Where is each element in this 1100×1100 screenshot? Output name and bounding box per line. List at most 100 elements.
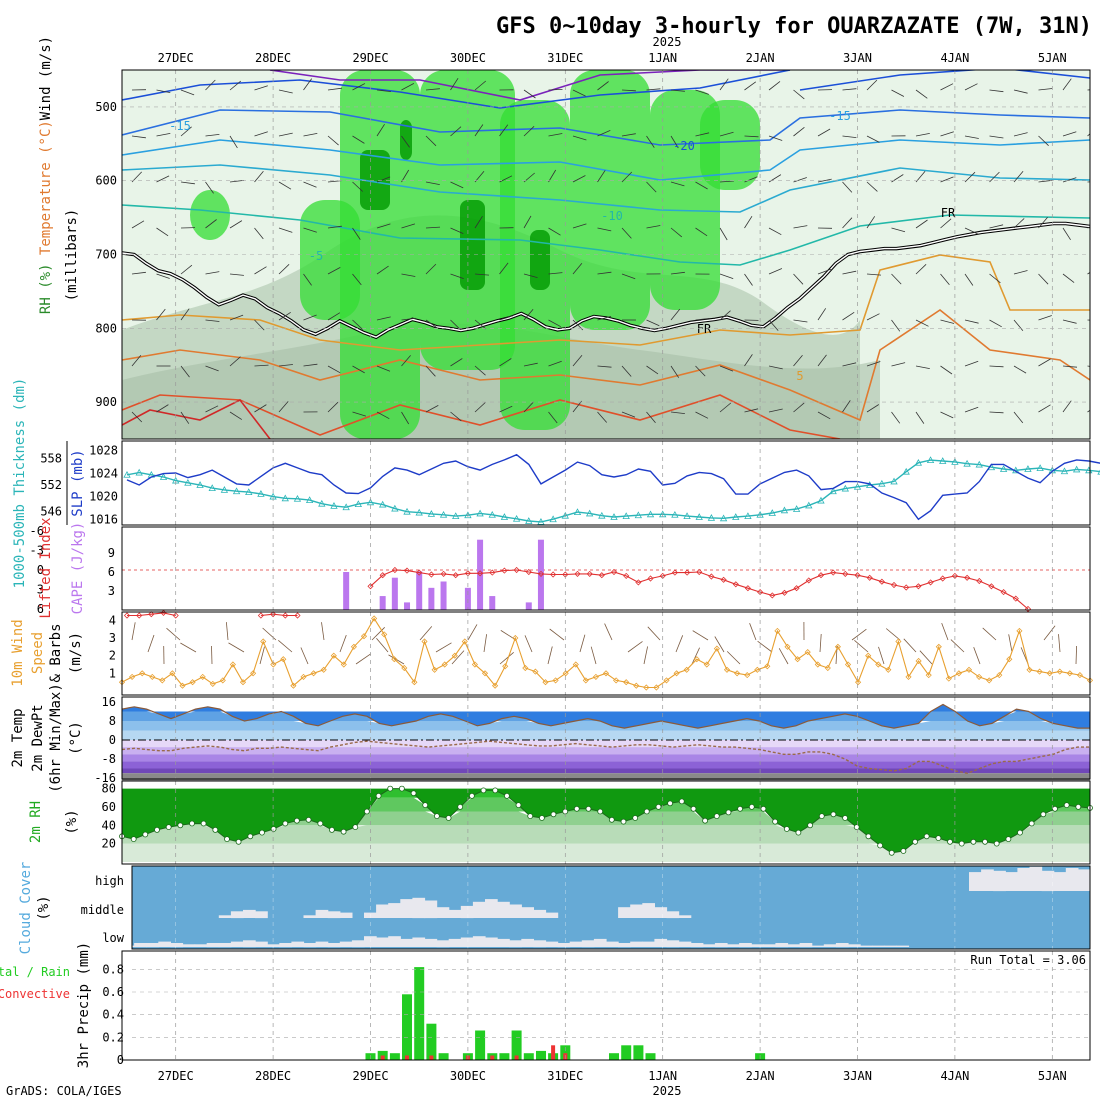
wind-barb <box>793 89 805 100</box>
lifted-index-line <box>370 569 1029 610</box>
thickness-marker <box>293 494 302 502</box>
wind-barb <box>205 271 220 275</box>
temperature-contour <box>122 109 1090 146</box>
wind-barb <box>891 227 906 233</box>
wind10-marker <box>663 677 670 684</box>
cloud-level-label: middle <box>81 903 124 917</box>
wind-barb <box>523 215 532 229</box>
lifted-index-marker <box>915 583 922 590</box>
wind10-barb <box>211 645 213 665</box>
cloud-block-middle <box>472 901 486 918</box>
precip-tick-label: 0 <box>117 1053 124 1067</box>
panel-frames <box>66 69 1091 1061</box>
wind10-barb <box>467 624 478 641</box>
rh2m-marker <box>795 829 802 836</box>
rh-moist-region <box>300 200 360 320</box>
rh-saturated-region <box>400 120 412 160</box>
run-total-label: Run Total = 3.06 <box>970 953 1086 967</box>
cloud-block-middle <box>327 911 341 919</box>
wind-barb <box>352 411 367 417</box>
wind10-marker <box>653 684 660 691</box>
precip-total-bar <box>645 1053 656 1060</box>
wind10-marker <box>229 661 236 668</box>
wind10-marker <box>219 677 226 684</box>
wind-barb <box>450 77 459 91</box>
thickness-marker <box>939 457 947 464</box>
wind10-marker <box>844 661 852 668</box>
wind-barb <box>646 88 661 91</box>
wind-barb <box>817 178 832 183</box>
rh2m-marker <box>678 798 685 805</box>
wind-barb <box>572 89 586 97</box>
wind10-marker <box>592 673 599 680</box>
wind-barb <box>670 89 685 92</box>
precip-convective-bar <box>490 1055 495 1060</box>
date-label-bottom: 1JAN <box>648 1069 677 1083</box>
cloud-block-low <box>472 936 486 947</box>
temperature-contour <box>799 70 1090 91</box>
wind-barb <box>597 316 612 321</box>
wind-barb <box>817 411 831 420</box>
rh2m-marker <box>282 820 289 827</box>
rh2m-marker <box>154 827 160 833</box>
wind-barb <box>695 411 709 419</box>
wind-barb <box>156 175 170 183</box>
wind10-barb <box>714 636 725 653</box>
rh2m-marker <box>1040 811 1047 818</box>
wind-barb <box>1038 88 1053 91</box>
wind-barb <box>940 273 950 286</box>
wind-barb <box>523 126 535 137</box>
rh2m-marker <box>807 822 813 829</box>
wind10-barb <box>647 626 661 641</box>
wind-barb <box>229 80 242 91</box>
wind10-marker <box>834 643 841 650</box>
lifted-index-marker <box>379 572 386 579</box>
rh2m-marker <box>865 833 872 840</box>
wind-barb <box>866 361 881 367</box>
wind-barb <box>131 220 145 229</box>
thickness-marker <box>1060 467 1069 475</box>
lifted-index-marker <box>744 585 751 592</box>
wind-barb <box>180 365 190 378</box>
wind10-marker <box>734 670 741 677</box>
wind10-barb <box>166 627 181 641</box>
rh2m-marker <box>539 815 545 821</box>
wind-barb <box>376 176 391 183</box>
contour-label: -20 <box>673 139 695 153</box>
wind-barb <box>327 225 342 229</box>
cape-bar <box>428 587 435 610</box>
wind-barb <box>401 169 410 183</box>
cloud-block-low <box>509 940 522 948</box>
rh2m-marker <box>317 820 324 827</box>
wind10-tick-label: 3 <box>109 631 116 645</box>
wind-barb <box>621 89 637 92</box>
chart-title: GFS 0~10day 3-hourly for OUARZAZATE (7W,… <box>496 14 1092 39</box>
rh2m-tick-label: 80 <box>102 782 116 796</box>
cloud-block-high <box>1065 868 1079 891</box>
cloud-block-middle <box>436 907 450 918</box>
temperature-contour-warm <box>122 398 271 439</box>
thickness-marker <box>245 488 253 496</box>
wind-barb <box>621 133 636 137</box>
wind10-marker <box>562 670 569 677</box>
year-label-top: 2025 <box>653 35 682 49</box>
wind-barb <box>254 266 267 275</box>
wind-barb <box>327 135 339 146</box>
wind-barb <box>1062 177 1077 183</box>
wind-barb <box>548 169 557 183</box>
wind10-marker <box>350 643 357 650</box>
wind-barb <box>278 311 291 321</box>
cape-bar <box>391 577 398 610</box>
cloud-block-low <box>291 941 305 947</box>
thickness-marker <box>951 458 959 465</box>
date-label-top: 30DEC <box>450 51 486 65</box>
wind-barb <box>1087 409 1090 413</box>
wind10-ylabel-4-part: (m/s) <box>68 632 84 674</box>
temp-ylabel-3-part: (6hr Min/Max) <box>48 683 64 793</box>
rh2m-marker <box>748 804 755 810</box>
wind-barb <box>989 171 1000 183</box>
cloud-block-low <box>569 941 583 947</box>
thickness-marker <box>561 511 569 519</box>
wind10-marker <box>976 673 983 680</box>
wind-barb <box>1013 171 1024 183</box>
